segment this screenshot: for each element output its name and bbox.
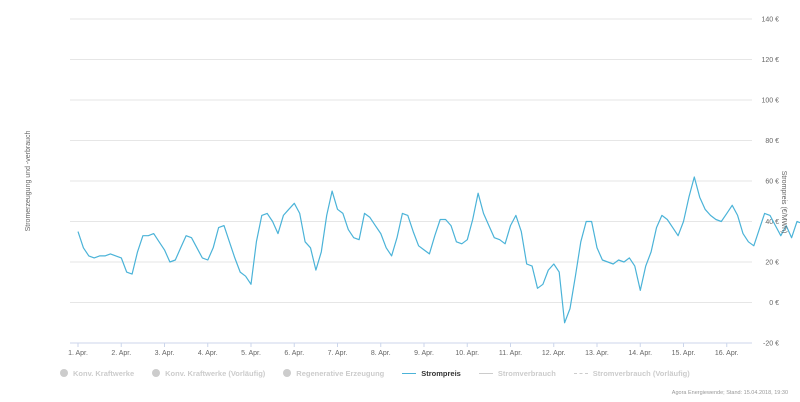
y-tick-label: 60 € [765,179,779,186]
legend-item[interactable]: Konv. Kraftwerke (Vorläufig) [152,369,265,378]
x-tick-label: 3. Apr. [155,350,175,357]
legend-item[interactable]: Konv. Kraftwerke [60,369,134,378]
legend-item[interactable]: Strompreis [402,369,461,378]
legend-line-icon [478,372,493,374]
y-tick-label: 20 € [765,260,779,267]
x-tick-label: 15. Apr. [672,350,696,357]
x-tick-label: 1. Apr. [68,350,88,357]
legend-label: Strompreis [421,368,461,378]
y-tick-label: -20 € [763,341,779,348]
y-tick-label: 140 € [761,17,779,24]
x-tick-label: 9. Apr. [414,350,434,357]
y-tick-label: 0 € [769,300,779,307]
legend-item[interactable]: Stromverbrauch [478,368,556,378]
x-tick-label: 10. Apr. [455,350,479,357]
grid-layer [70,18,752,344]
x-tick-label: 8. Apr. [371,350,391,357]
x-tick-label: 4. Apr. [198,350,218,357]
x-tick-label: 13. Apr. [585,350,609,357]
x-tick-label: 14. Apr. [628,350,652,357]
y-tick-label: 80 € [765,138,779,145]
legend-label: Regenerative Erzeugung [296,368,385,378]
credits-text: Agora Energiewende; Stand: 15.04.2018, 1… [671,390,788,396]
legend-dashed-line-icon [573,372,588,374]
legend-label: Konv. Kraftwerke [73,368,135,378]
legend-dot-icon [60,369,68,377]
x-tick-label: 11. Apr. [499,350,522,357]
y-tick-label: 100 € [761,98,779,105]
series-layer [77,176,800,324]
x-tick-label: 6. Apr. [284,350,304,357]
legend-dot-icon [152,369,161,377]
legend-dot-icon [283,369,292,377]
x-tick-label: 12. Apr. [542,350,566,357]
legend-line-icon [402,372,417,374]
x-axis: 1. Apr. 2. Apr. 3. Apr. 4. Apr. 5. Apr. 6. Ap… [68,342,752,357]
chart-legend: Konv. Kraftwerke Konv. Kraftwerke (Vorläu… [60,366,760,380]
series-line-strompreis[interactable] [77,176,800,324]
x-tick-label: 16. Apr. [715,350,739,357]
legend-item[interactable]: Stromverbrauch (Vorläufig) [573,368,690,378]
y-tick-label: 120 € [761,57,779,64]
left-axis-title: Stromerzeugung und -verbrauch [25,131,32,232]
right-axis-title: Strompreis (€/MWh) [780,171,787,234]
x-tick-label: 5. Apr. [241,350,261,357]
y-tick-label: 40 € [765,219,779,226]
y-axis-right: -20 € 0 € 20 € 40 € 60 € 80 € 100 € 120 € 140 € [761,17,779,348]
legend-item[interactable]: Regenerative Erzeugung [283,369,384,378]
x-tick-label: 2. Apr. [111,350,131,357]
legend-label: Stromverbrauch [497,368,556,378]
legend-label: Konv. Kraftwerke (Vorläufig) [165,368,266,378]
x-tick-label: 7. Apr. [328,350,348,357]
legend-label: Stromverbrauch (Vorläufig) [592,368,690,378]
